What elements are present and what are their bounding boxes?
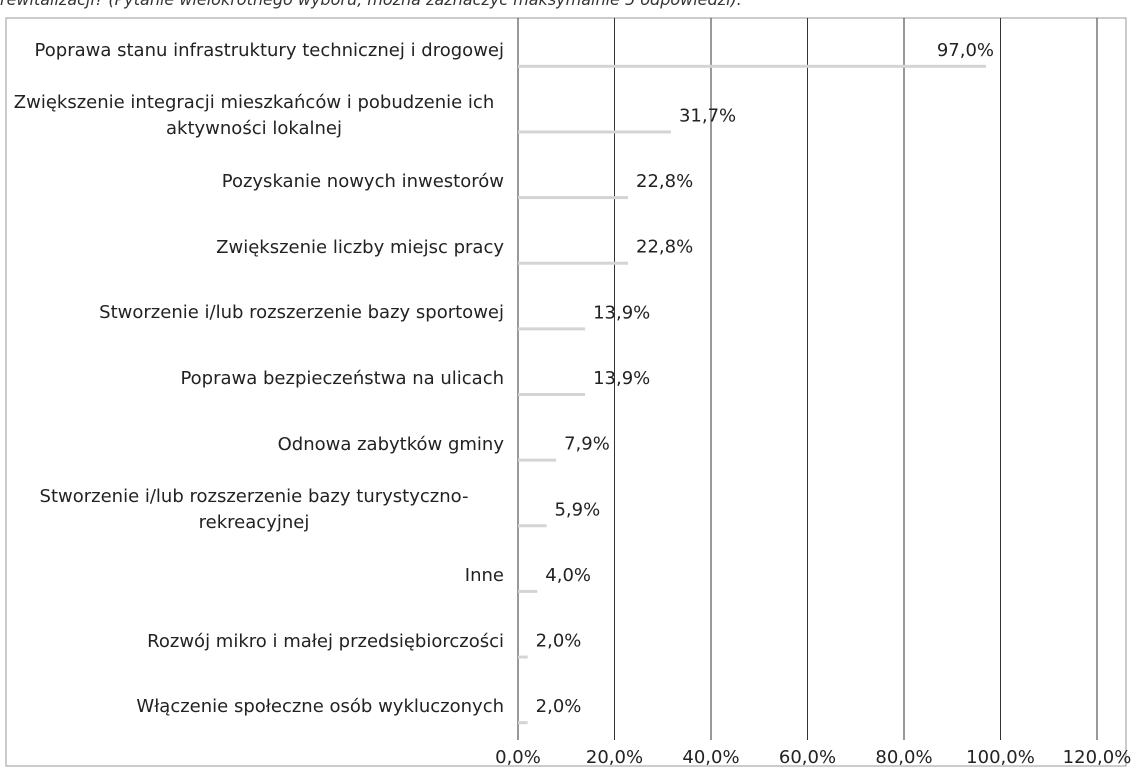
x-tick-label: 40,0% (682, 747, 739, 768)
y-tick-label: Rozwój mikro i małej przedsiębiorczości (147, 630, 504, 652)
data-label: 22,8% (636, 237, 693, 258)
y-tick-label-box: Odnowa zabytków gminy (278, 412, 504, 478)
data-label: 2,0% (536, 696, 582, 717)
data-label: 2,0% (536, 631, 582, 652)
x-tick-label: 80,0% (875, 747, 932, 768)
bar (518, 393, 586, 396)
y-tick-label: Stworzenie i/lub rozszerzenie bazy turys… (39, 486, 469, 534)
y-tick-label-box: Stworzenie i/lub rozszerzenie bazy turys… (4, 477, 504, 543)
data-label: 22,8% (636, 171, 693, 192)
y-tick-label: Zwiększenie integracji mieszkańców i pob… (13, 92, 495, 140)
data-label: 7,9% (564, 434, 610, 455)
y-tick-label-box: Poprawa stanu infrastruktury technicznej… (35, 18, 504, 84)
bar (518, 261, 629, 265)
y-tick-label-box: Włączenie społeczne osób wykluczonych (136, 674, 504, 740)
x-tick-label: 0,0% (495, 747, 541, 768)
y-tick-label-box: Zwiększenie liczby miejsc pracy (216, 215, 504, 281)
bar (518, 327, 586, 331)
y-tick-label: Inne (464, 564, 504, 586)
y-tick-label: Pozyskanie nowych inwestorów (221, 171, 504, 193)
y-tick-label: Odnowa zabytków gminy (277, 433, 504, 455)
bar (518, 589, 538, 593)
bar (518, 196, 629, 200)
y-tick-label-box: Poprawa bezpieczeństwa na ulicach (180, 346, 504, 412)
y-tick-label-box: Inne (465, 543, 504, 609)
x-tick-label: 120,0% (1063, 747, 1132, 768)
y-tick-label: Poprawa bezpieczeństwa na ulicach (180, 367, 504, 389)
bar (518, 130, 671, 134)
chart-subtitle: rewitalizacji? (Pytanie wielokrotnego wy… (0, 0, 742, 9)
bar (518, 524, 547, 528)
data-label: 31,7% (679, 105, 736, 126)
x-tick-label: 20,0% (586, 747, 643, 768)
data-label: 13,9% (593, 368, 650, 389)
x-tick-label: 100,0% (966, 747, 1035, 768)
data-label: 13,9% (593, 302, 650, 323)
y-tick-label: Zwiększenie liczby miejsc pracy (216, 236, 504, 258)
bar (518, 721, 528, 725)
bar (518, 655, 528, 659)
data-label: 4,0% (545, 565, 591, 586)
data-label: 5,9% (554, 499, 600, 520)
y-tick-label: Włączenie społeczne osób wykluczonych (136, 696, 504, 718)
y-tick-label-box: Zwiększenie integracji mieszkańców i pob… (4, 84, 504, 150)
y-tick-label-box: Pozyskanie nowych inwestorów (222, 149, 504, 215)
x-tick-label: 60,0% (779, 747, 836, 768)
y-tick-label-box: Rozwój mikro i małej przedsiębiorczości (147, 609, 504, 675)
chart-frame (5, 17, 1127, 767)
data-label: 97,0% (937, 40, 994, 61)
bar (518, 64, 987, 68)
y-tick-label: Stworzenie i/lub rozszerzenie bazy sport… (99, 302, 504, 324)
y-tick-label: Poprawa stanu infrastruktury technicznej… (34, 39, 504, 61)
bar (518, 458, 557, 462)
y-tick-label-box: Stworzenie i/lub rozszerzenie bazy sport… (99, 281, 504, 347)
